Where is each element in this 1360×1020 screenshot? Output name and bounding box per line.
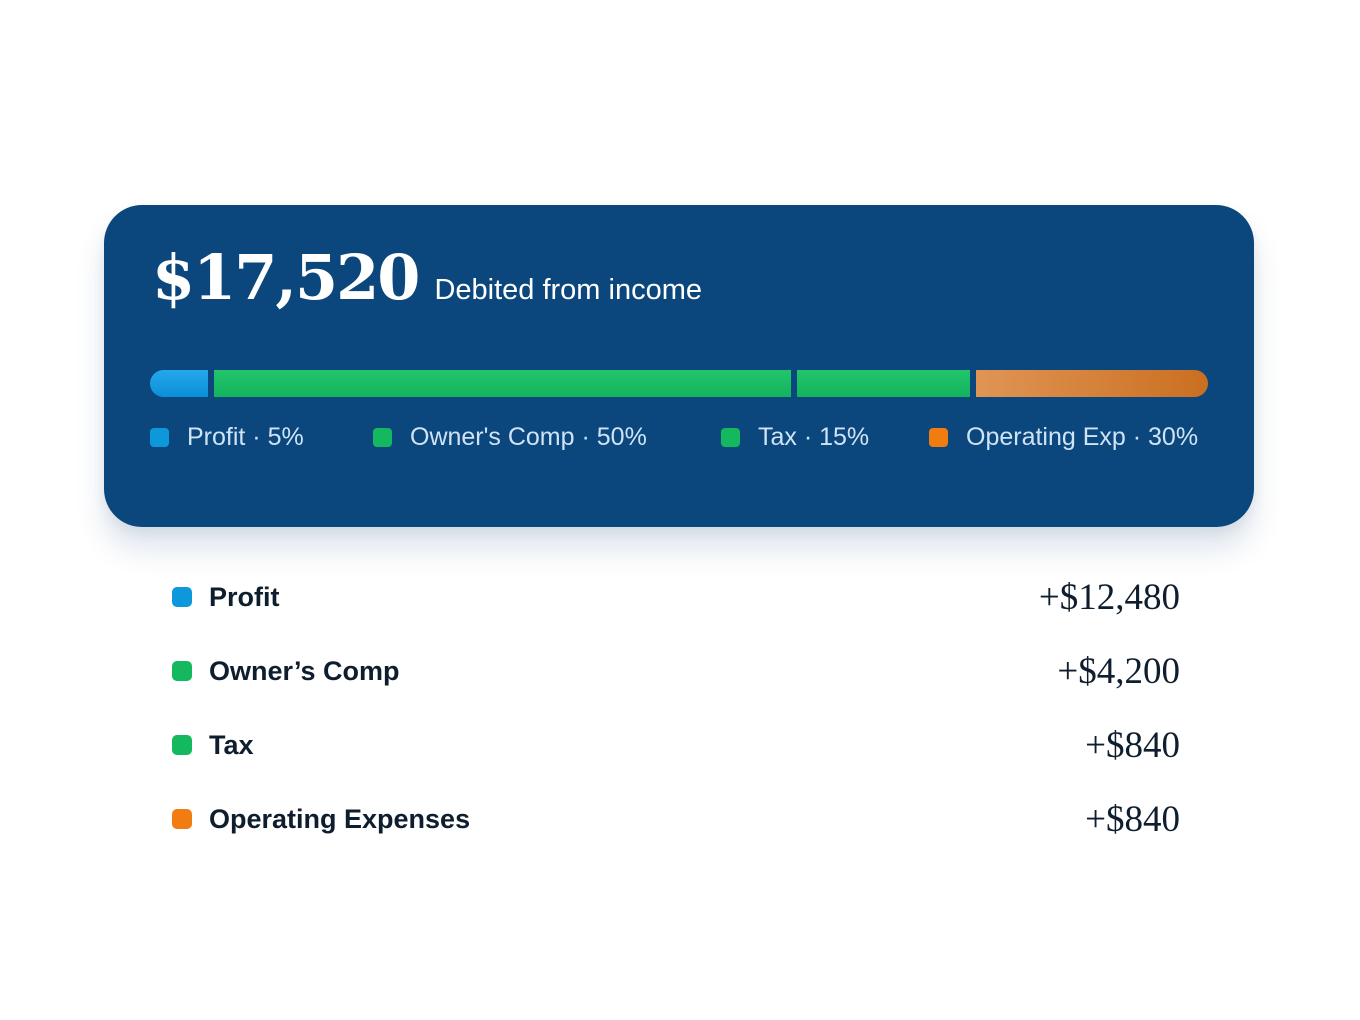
legend-item-operating-exp: Operating Exp · 30% bbox=[929, 423, 1198, 452]
item-amount-profit: +$12,480 bbox=[1038, 576, 1180, 618]
swatch-operating-expenses bbox=[172, 809, 192, 829]
swatch-owners-comp bbox=[172, 661, 192, 681]
legend-swatch-tax bbox=[721, 428, 740, 447]
allocation-segment-tax bbox=[797, 370, 970, 397]
total-amount: $17,520 bbox=[152, 241, 420, 314]
item-label-owners-comp: Owner’s Comp bbox=[209, 655, 400, 686]
item-label-profit: Profit bbox=[209, 581, 280, 612]
swatch-profit bbox=[172, 587, 192, 607]
item-amount-operating-expenses: +$840 bbox=[1085, 798, 1180, 840]
total-label: Debited from income bbox=[434, 274, 702, 306]
allocation-summary-card: $17,520 Debited from income Profit · 5% … bbox=[104, 205, 1254, 527]
swatch-tax bbox=[172, 735, 192, 755]
legend-swatch-owners-comp bbox=[373, 428, 392, 447]
legend-item-profit: Profit · 5% bbox=[150, 423, 304, 452]
total-row: $17,520 Debited from income bbox=[152, 241, 702, 314]
item-label-tax: Tax bbox=[209, 729, 254, 760]
list-item-owners-comp: Owner’s Comp +$4,200 bbox=[172, 634, 1180, 708]
allocation-legend: Profit · 5% Owner's Comp · 50% Tax · 15%… bbox=[150, 423, 1210, 453]
legend-label-profit: Profit · 5% bbox=[187, 423, 304, 451]
item-label-operating-expenses: Operating Expenses bbox=[209, 803, 471, 834]
legend-item-tax: Tax · 15% bbox=[721, 423, 869, 452]
list-item-operating-expenses: Operating Expenses +$840 bbox=[172, 782, 1180, 856]
legend-label-tax: Tax · 15% bbox=[758, 423, 870, 451]
allocation-segment-owners-comp bbox=[214, 370, 791, 397]
legend-swatch-operating-exp bbox=[929, 428, 948, 447]
legend-item-owners-comp: Owner's Comp · 50% bbox=[373, 423, 647, 452]
allocation-list: Profit +$12,480 Owner’s Comp +$4,200 Tax… bbox=[172, 560, 1180, 856]
item-amount-owners-comp: +$4,200 bbox=[1057, 650, 1180, 692]
allocation-segment-profit bbox=[150, 370, 208, 397]
allocation-segment-operating-exp bbox=[976, 370, 1208, 397]
legend-label-operating-exp: Operating Exp · 30% bbox=[966, 423, 1199, 451]
legend-swatch-profit bbox=[150, 428, 169, 447]
allocation-bar bbox=[150, 370, 1208, 397]
legend-label-owners-comp: Owner's Comp · 50% bbox=[410, 423, 647, 451]
list-item-tax: Tax +$840 bbox=[172, 708, 1180, 782]
list-item-profit: Profit +$12,480 bbox=[172, 560, 1180, 634]
item-amount-tax: +$840 bbox=[1085, 724, 1180, 766]
